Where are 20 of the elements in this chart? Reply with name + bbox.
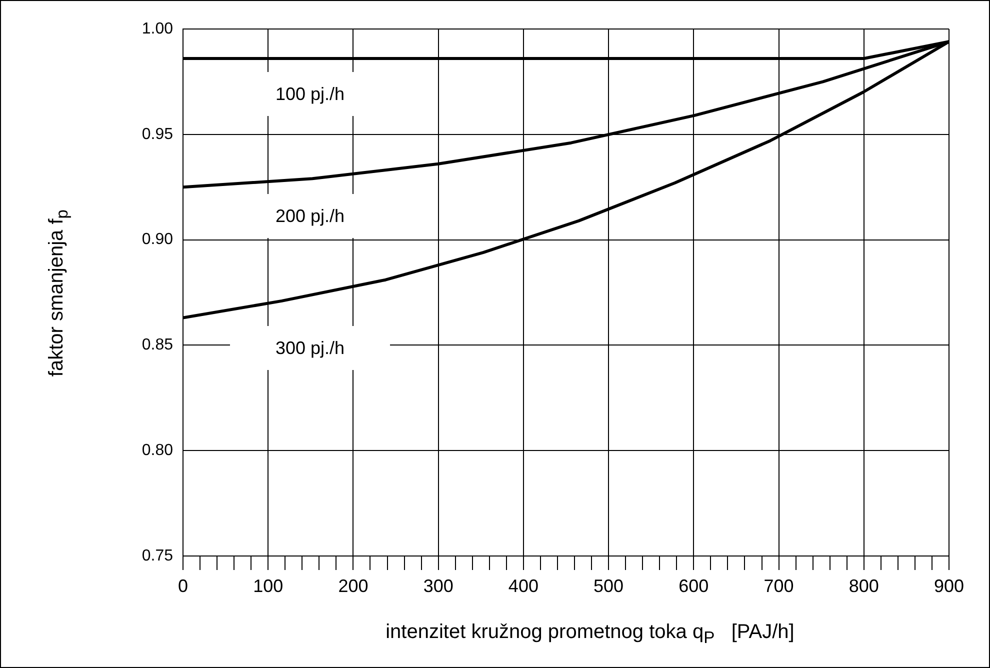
annotation: 200 pj./h [275,206,345,226]
y-tick-label: 0.75 [142,547,174,564]
annotation: 300 pj./h [275,338,345,358]
x-tick-label: 500 [594,576,624,596]
x-tick-label: 200 [338,576,368,596]
y-tick-label: 0.80 [142,442,174,460]
x-axis-title: intenzitet kružnog prometnog toka q$_{P}$ [PAJ/h] [384,621,796,648]
annotation: 100 pj./h [275,84,345,104]
x-tick-label: 600 [678,576,709,596]
x-tick-label: 100 [253,576,284,596]
y-tick-label: 0.90 [142,231,174,248]
x-tick-label: 800 [848,576,879,596]
y-tick-label: 0.95 [142,126,174,143]
x-tick-label: 300 [423,576,454,596]
x-tick-label: 900 [934,576,964,596]
x-tick-label: 0 [178,576,188,596]
x-tick-label: 700 [764,576,794,596]
y-tick-label: 0.85 [142,336,174,354]
x-tick-label: 400 [508,576,538,596]
y-tick-label: 1.00 [142,20,174,38]
